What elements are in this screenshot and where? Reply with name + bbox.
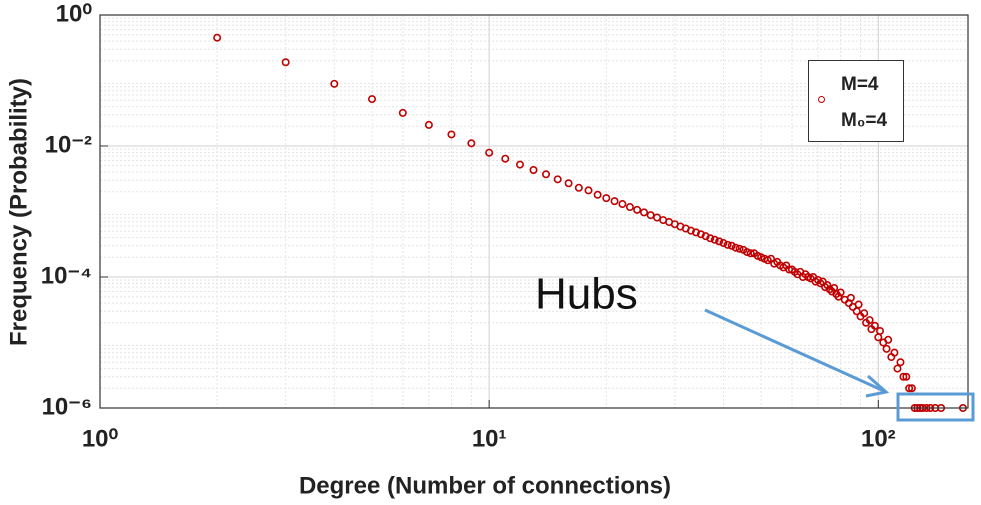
- data-point: [846, 293, 855, 302]
- x-axis-label: Degree (Number of connections): [299, 472, 671, 499]
- data-point: [902, 372, 911, 381]
- data-point: [907, 384, 916, 393]
- y-axis-label: Frequency (Probability): [5, 78, 32, 346]
- data-point: [723, 240, 732, 249]
- y-tick-label: 10⁰: [56, 0, 93, 27]
- data-point: [896, 358, 905, 367]
- data-point: [485, 148, 494, 157]
- data-point: [646, 211, 655, 220]
- data-point: [899, 372, 908, 381]
- data-point: [447, 130, 456, 139]
- data-point: [834, 292, 843, 301]
- data-point: [852, 307, 861, 316]
- plot-frame: [99, 14, 969, 409]
- data-point: [553, 175, 562, 184]
- data-point: [836, 288, 845, 297]
- data-point: [542, 170, 551, 179]
- data-point: [719, 239, 728, 248]
- annotation: Hubs: [535, 270, 638, 319]
- data-point: [731, 243, 740, 252]
- data-point: [823, 281, 832, 290]
- data-point: [424, 120, 433, 129]
- data-point: [625, 203, 634, 212]
- y-tick-label: 10⁻⁶: [42, 393, 92, 420]
- data-point: [691, 228, 700, 237]
- data-point: [529, 166, 538, 175]
- data-point: [882, 344, 891, 353]
- data-point: [727, 241, 736, 250]
- data-point: [467, 139, 476, 148]
- data-point: [890, 348, 899, 357]
- data-point: [870, 321, 879, 330]
- y-tick-label: 10⁻²: [45, 131, 92, 158]
- data-point: [501, 154, 510, 163]
- data-point: [610, 197, 619, 206]
- data-point: [281, 58, 290, 67]
- legend: M=4 M₀=4: [808, 60, 904, 142]
- data-point: [893, 364, 902, 373]
- x-tick-label: 10²: [861, 425, 896, 452]
- hubs-box: [896, 392, 975, 422]
- data-point: [593, 190, 602, 199]
- data-point: [710, 235, 719, 244]
- data-point: [876, 326, 885, 335]
- data-point: [398, 108, 407, 117]
- data-point: [330, 79, 339, 88]
- data-point: [564, 179, 573, 188]
- annotation-arrow: [704, 308, 885, 393]
- legend-label: M=4 M₀=4: [841, 74, 888, 131]
- data-point: [884, 335, 893, 344]
- data-point: [905, 384, 914, 393]
- points: [213, 33, 967, 412]
- data-point: [825, 285, 834, 294]
- data-point: [865, 316, 874, 325]
- data-point: [584, 186, 593, 195]
- data-point: [515, 160, 524, 169]
- data-point: [602, 194, 611, 203]
- data-point: [706, 234, 715, 243]
- data-point: [854, 300, 863, 309]
- data-point: [618, 200, 627, 209]
- data-point: [633, 205, 642, 214]
- legend-marker: [818, 96, 825, 103]
- arrow-head: [865, 374, 890, 398]
- data-point: [743, 248, 752, 257]
- data-point: [213, 33, 222, 42]
- x-tick-label: 10⁰: [82, 425, 119, 452]
- grid: [99, 14, 968, 409]
- data-point: [746, 249, 755, 258]
- x-tick-label: 10¹: [472, 425, 507, 452]
- data-point: [735, 244, 744, 253]
- data-point: [686, 226, 695, 235]
- y-tick-label: 10⁻⁴: [41, 262, 92, 289]
- data-point: [574, 183, 583, 192]
- data-point: [696, 230, 705, 239]
- data-point: [640, 208, 649, 217]
- data-point: [715, 237, 724, 246]
- data-point: [860, 309, 869, 318]
- data-point: [368, 95, 377, 104]
